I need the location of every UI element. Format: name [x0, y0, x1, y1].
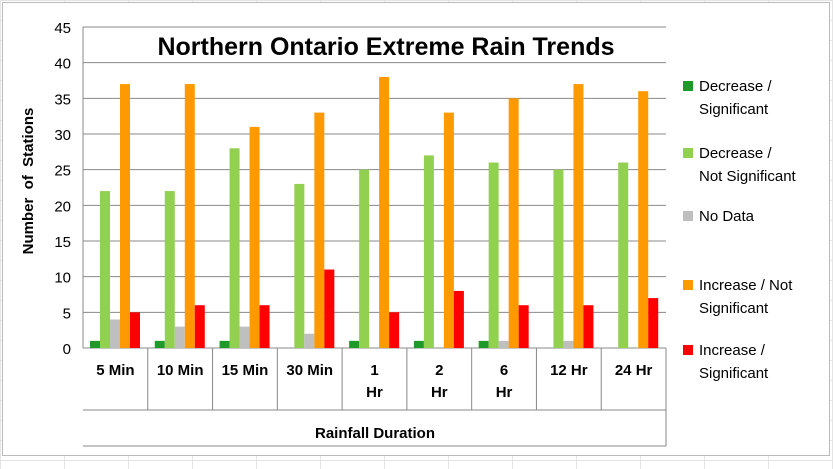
- bar-2: [488, 162, 499, 348]
- legend-swatch: [683, 280, 693, 290]
- bar-1: [413, 340, 424, 348]
- legend-label: Significant: [699, 101, 769, 118]
- legend-swatch: [683, 211, 693, 221]
- x-tick-label: 5 Min: [96, 362, 134, 379]
- bar-5: [518, 305, 529, 348]
- y-tick-label: 35: [54, 91, 71, 108]
- legend-swatch: [683, 345, 693, 355]
- x-tick-label: 10 Min: [157, 362, 204, 379]
- bar-chart: Northern Ontario Extreme Rain Trends Num…: [20, 20, 797, 447]
- y-tick-label: 15: [54, 234, 71, 251]
- x-tick-label: 24 Hr: [615, 362, 653, 379]
- bar-4: [443, 112, 454, 348]
- y-tick-label: 30: [54, 127, 71, 144]
- bar-1: [219, 340, 230, 348]
- x-tick-label: 1: [370, 362, 378, 379]
- y-tick-label: 10: [54, 270, 71, 287]
- legend-label: Decrease /: [699, 78, 772, 95]
- bar-2: [553, 169, 564, 348]
- bar-3: [110, 319, 120, 348]
- bar-3: [239, 326, 250, 348]
- bar-2: [423, 155, 434, 348]
- bar-5: [130, 312, 140, 348]
- legend-label: Not Significant: [699, 168, 797, 185]
- bar-3: [174, 326, 185, 348]
- legend-label: Increase / Not: [699, 277, 793, 294]
- bar-5: [324, 269, 335, 348]
- bar-1: [478, 340, 489, 348]
- x-tick-label: 30 Min: [286, 362, 333, 379]
- y-tick-label: 5: [63, 305, 71, 322]
- legend-label: Significant: [699, 300, 769, 317]
- bar-2: [164, 191, 175, 348]
- y-axis-label: Number of Stations: [20, 108, 37, 255]
- bar-3: [304, 333, 315, 348]
- legend-label: Increase /: [699, 342, 766, 359]
- bar-5: [583, 305, 594, 348]
- bar-4: [573, 84, 584, 349]
- bar-4: [184, 84, 195, 349]
- bar-5: [259, 305, 270, 348]
- bar-4: [249, 126, 260, 348]
- y-tick-label: 45: [54, 20, 71, 37]
- legend-swatch: [683, 81, 693, 91]
- chart-title: Northern Ontario Extreme Rain Trends: [157, 33, 614, 61]
- x-axis-label: Rainfall Duration: [315, 425, 435, 442]
- bar-5: [389, 312, 400, 348]
- chart-area[interactable]: Northern Ontario Extreme Rain Trends Num…: [2, 2, 830, 456]
- bar-2: [359, 169, 370, 348]
- bar-2: [100, 191, 110, 348]
- bar-2: [618, 162, 629, 348]
- bar-1: [154, 340, 165, 348]
- y-tick-label: 20: [54, 198, 71, 215]
- x-tick-label: 6: [500, 362, 508, 379]
- x-tick-label: 2: [435, 362, 443, 379]
- bar-4: [508, 98, 519, 348]
- legend-swatch: [683, 148, 693, 158]
- bar-5: [648, 298, 659, 348]
- bar-4: [638, 91, 649, 348]
- x-tick-label: 12 Hr: [550, 362, 588, 379]
- bar-4: [120, 84, 130, 349]
- legend-label: Significant: [699, 365, 769, 382]
- bar-3: [498, 340, 509, 348]
- y-tick-label: 25: [54, 163, 71, 180]
- x-tick-label: Hr: [496, 384, 513, 401]
- bar-1: [90, 340, 100, 348]
- legend-label: No Data: [699, 208, 755, 225]
- y-tick-label: 0: [63, 341, 71, 358]
- bar-2: [229, 148, 240, 348]
- y-tick-label: 40: [54, 56, 71, 73]
- bar-1: [349, 340, 360, 348]
- bar-3: [563, 340, 574, 348]
- x-tick-label: Hr: [431, 384, 448, 401]
- legend-label: Decrease /: [699, 145, 772, 162]
- bar-5: [194, 305, 205, 348]
- x-tick-label: 15 Min: [222, 362, 269, 379]
- x-tick-label: Hr: [366, 384, 383, 401]
- bar-4: [314, 112, 325, 348]
- bar-2: [294, 183, 305, 348]
- bar-5: [453, 290, 464, 348]
- bar-4: [379, 76, 390, 348]
